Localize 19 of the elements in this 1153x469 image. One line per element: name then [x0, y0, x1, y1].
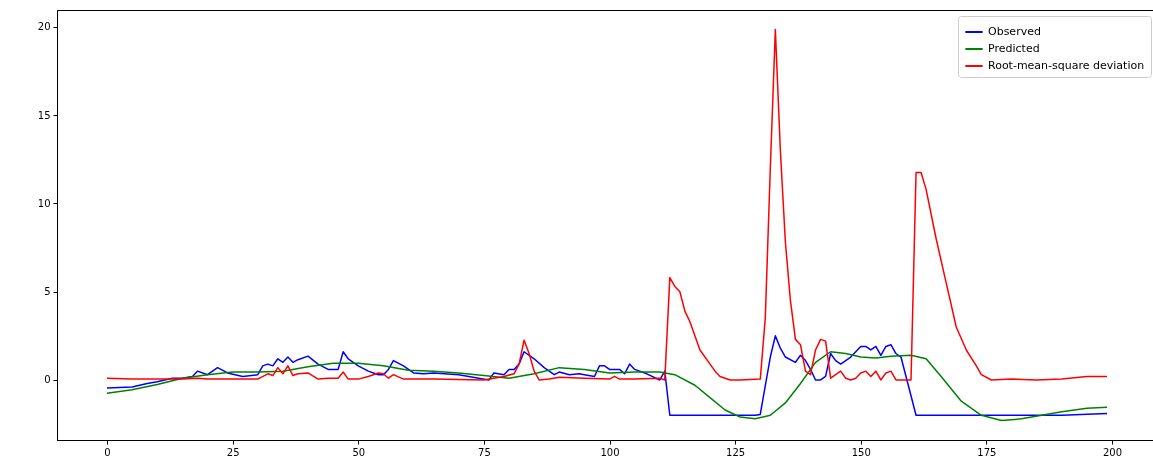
y-tick-label: 0	[44, 374, 51, 386]
x-tick-label: 75	[478, 446, 491, 458]
x-tick-label: 25	[226, 446, 240, 458]
x-tick-label: 150	[851, 446, 871, 458]
legend-label: Root-mean-square deviation	[988, 59, 1145, 72]
line-series	[106, 350, 1108, 422]
x-tick-label: 0	[104, 446, 111, 458]
y-tick-label: 15	[37, 109, 51, 121]
x-tick-label: 100	[600, 446, 620, 458]
x-tick-label: 175	[977, 446, 997, 458]
x-tick-label: 200	[1102, 446, 1123, 458]
legend-label: Observed	[988, 25, 1041, 38]
line-series	[106, 335, 1108, 417]
y-tick-label: 5	[44, 286, 51, 298]
x-tick-label: 50	[352, 446, 366, 458]
x-tick-label: 125	[726, 446, 746, 458]
y-tick-label: 10	[37, 197, 51, 209]
legend-label: Predicted	[988, 42, 1040, 55]
y-tick-label: 20	[37, 21, 51, 33]
